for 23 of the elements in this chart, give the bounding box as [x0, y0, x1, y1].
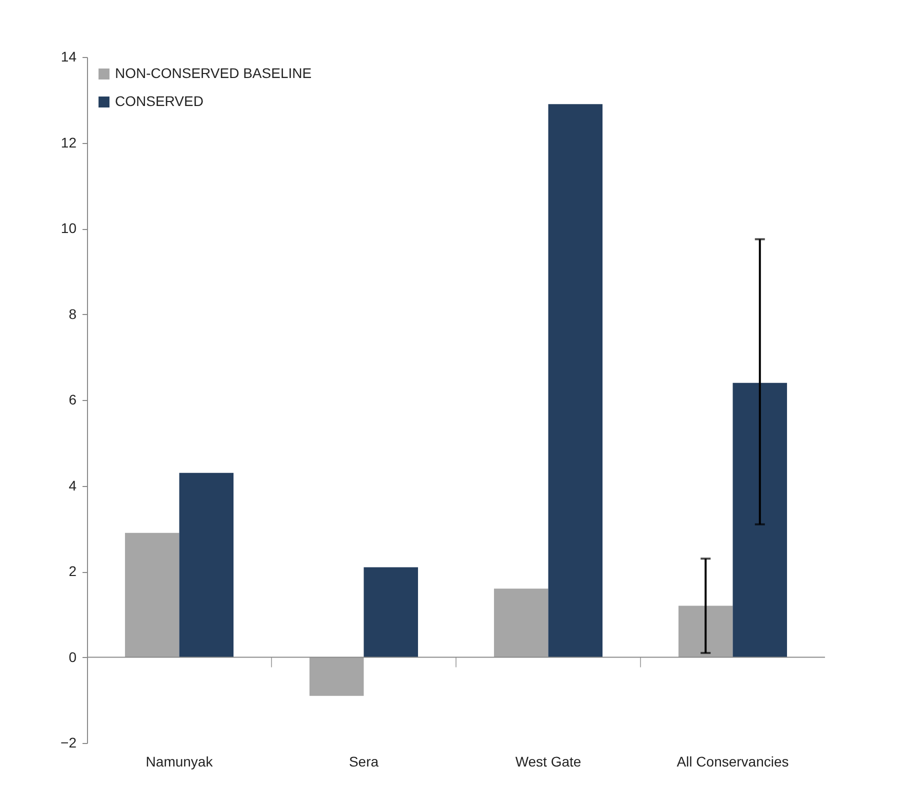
bar — [732, 382, 788, 658]
legend-label: NON-CONSERVED BASELINE — [115, 65, 312, 81]
legend-label: CONSERVED — [115, 93, 204, 109]
bar — [179, 472, 234, 658]
bar — [309, 657, 364, 696]
y-tick-label: 10 — [60, 220, 77, 236]
x-tick-label: West Gate — [515, 754, 582, 770]
y-tick-label: −2 — [60, 734, 77, 750]
y-tick-label: 12 — [60, 134, 77, 150]
y-tick-label: 14 — [60, 48, 77, 64]
y-tick-label: 6 — [68, 392, 77, 408]
x-tick-label: All Conservancies — [676, 754, 789, 770]
y-tick-label: 0 — [68, 648, 77, 665]
bar — [364, 567, 418, 658]
x-tick-label: Sera — [348, 754, 379, 770]
y-tick-label: 4 — [68, 477, 77, 494]
x-tick-label: Namunyak — [146, 754, 214, 770]
bar — [494, 588, 548, 658]
bar — [548, 104, 603, 658]
y-tick-label: 8 — [68, 306, 77, 322]
bar — [124, 532, 180, 658]
y-tick-label: 2 — [68, 563, 77, 579]
bar — [678, 606, 733, 658]
